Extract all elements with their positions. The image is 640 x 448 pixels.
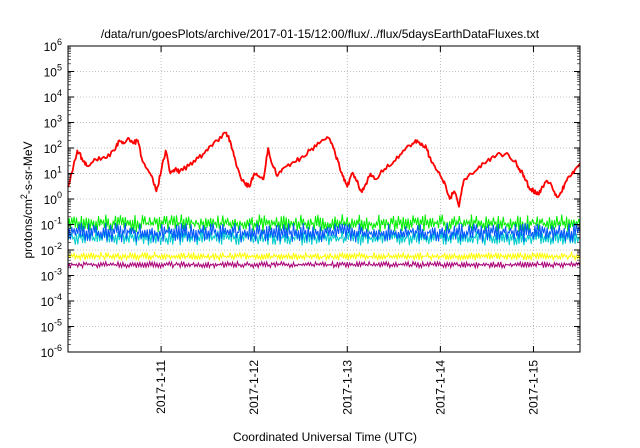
series-line <box>67 131 581 208</box>
y-tick-label: 10-5 <box>41 318 62 335</box>
x-tick-label: 2017-1-13 <box>340 360 354 415</box>
series-band <box>67 250 581 263</box>
y-axis-label-sup: 2 <box>19 194 29 199</box>
y-tick-label: 10-3 <box>41 267 62 284</box>
series-band <box>67 214 581 233</box>
y-tick-label: 106 <box>44 37 62 54</box>
y-tick-label: 104 <box>44 88 62 105</box>
x-tick-label: 2017-1-12 <box>247 360 261 415</box>
chart-title: /data/run/goesPlots/archive/2017-01-15/1… <box>101 27 540 41</box>
y-tick-label: 10-1 <box>41 216 62 233</box>
y-tick-label: 103 <box>44 114 62 131</box>
y-tick-label: 105 <box>44 63 62 80</box>
y-axis-label-base: protons/cm <box>21 199 35 258</box>
series-band <box>67 259 581 270</box>
series-band <box>67 222 581 243</box>
y-axis-label: protons/cm2-s-sr-MeV <box>19 141 35 258</box>
series-band <box>67 230 581 246</box>
y-tick-label: 100 <box>44 190 62 207</box>
y-tick-label: 10-2 <box>41 241 62 258</box>
tick-marks <box>68 45 580 353</box>
y-tick-label: 10-6 <box>41 343 62 360</box>
grid-lines <box>68 46 580 352</box>
y-tick-label: 101 <box>44 165 62 182</box>
series-group <box>67 131 581 270</box>
y-axis-label-rest: -s-sr-MeV <box>21 141 35 194</box>
x-tick-label: 2017-1-11 <box>154 360 168 414</box>
y-tick-label: 10-4 <box>41 292 62 309</box>
x-tick-label: 2017-1-15 <box>526 360 540 415</box>
y-tick-labels: 106 105 104 103 102 101 100 10-1 10-2 10-3 10-4 10-… <box>41 37 62 360</box>
x-axis-label: Coordinated Universal Time (UTC) <box>233 430 417 444</box>
x-tick-label: 2017-1-14 <box>433 360 447 415</box>
y-tick-label: 102 <box>44 139 62 156</box>
x-tick-labels: 2017-1-11 2017-1-12 2017-1-13 2017-1-14 2017… <box>154 360 540 415</box>
